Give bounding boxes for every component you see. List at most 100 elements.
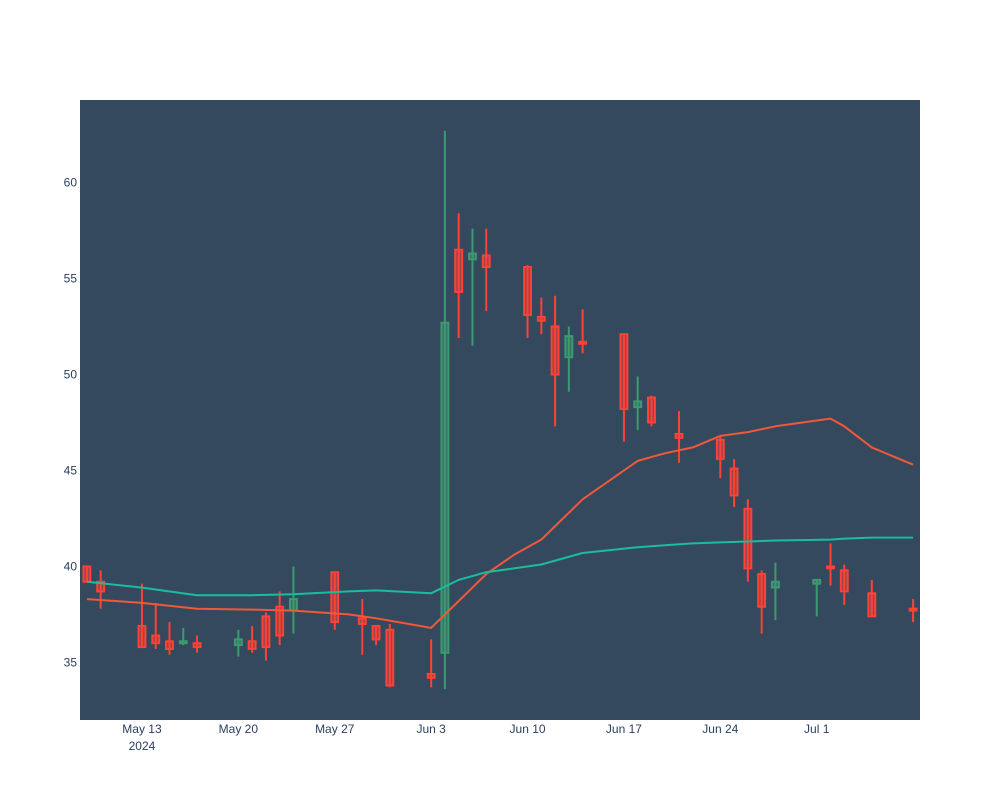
- candle: [261, 612, 271, 661]
- candle: [481, 228, 491, 312]
- candle-body: [674, 432, 684, 439]
- candle: [275, 591, 285, 646]
- candle-body: [729, 467, 739, 497]
- candle: [468, 228, 477, 346]
- x-tick-label: Jun 10: [510, 722, 546, 736]
- y-tick-label: 35: [64, 655, 78, 669]
- candles-layer: [82, 130, 918, 690]
- candle: [757, 570, 767, 634]
- candle: [247, 625, 257, 653]
- x-tick-label: May 13: [122, 722, 162, 736]
- x-tick-label: May 20: [219, 722, 259, 736]
- candle-body: [550, 325, 560, 376]
- candle: [192, 635, 202, 653]
- candle: [165, 622, 174, 655]
- moving-average-line-long: [86, 536, 914, 597]
- candle: [385, 624, 395, 688]
- candle: [564, 326, 574, 392]
- candle: [151, 602, 161, 649]
- candle: [82, 565, 92, 583]
- candle-body: [633, 400, 643, 409]
- candle: [523, 265, 532, 339]
- candle: [96, 570, 106, 609]
- candle: [454, 213, 464, 339]
- candle-body: [647, 396, 656, 424]
- candle-body: [233, 638, 243, 647]
- x-tick-label: Jun 24: [702, 722, 738, 736]
- candle-body: [812, 578, 822, 585]
- moving-average-line-short: [86, 417, 914, 629]
- candle: [715, 435, 725, 479]
- candle: [633, 376, 643, 431]
- candle: [578, 309, 588, 354]
- plot-background: [80, 100, 920, 720]
- y-tick-label: 50: [64, 367, 78, 381]
- y-axis: 35 40 45 50 55 60: [64, 176, 78, 670]
- candle-body: [770, 580, 780, 589]
- candle: [233, 629, 243, 657]
- candle-body: [82, 565, 92, 583]
- candle: [137, 583, 147, 649]
- candle: [619, 333, 629, 442]
- candle-body: [440, 321, 450, 654]
- candle-body: [468, 252, 477, 261]
- candle-body: [192, 642, 202, 649]
- candle-body: [151, 634, 161, 645]
- candle-body: [289, 598, 298, 612]
- candle-body: [757, 573, 767, 608]
- candle-body: [261, 615, 271, 649]
- x-tick-label: Jun 3: [416, 722, 446, 736]
- candle-body: [385, 628, 395, 687]
- candle-body: [137, 624, 147, 649]
- candle: [550, 295, 560, 427]
- candle-body: [867, 592, 877, 618]
- candle-body: [826, 565, 835, 570]
- candle: [812, 578, 822, 617]
- x-tick-label: May 27: [315, 722, 355, 736]
- candle: [647, 395, 656, 427]
- candle-body: [564, 335, 574, 359]
- x-axis: May 13 2024 May 20 May 27 Jun 3 Jun 10 Jun 17 J…: [122, 722, 829, 753]
- x-tick-label: Jul 1: [804, 722, 830, 736]
- candle-body: [908, 607, 918, 612]
- candle: [729, 458, 739, 507]
- candle-body: [743, 507, 753, 570]
- candle: [908, 599, 918, 623]
- candle: [440, 130, 450, 690]
- candle: [770, 562, 780, 621]
- candle: [357, 599, 367, 655]
- candle-body: [481, 254, 491, 268]
- y-tick-label: 55: [64, 272, 78, 286]
- candle-body: [619, 333, 629, 411]
- candle: [178, 627, 188, 646]
- candle: [826, 543, 835, 586]
- moving-average-layer: [86, 417, 914, 629]
- candle-body: [454, 248, 464, 293]
- candle-body: [357, 617, 367, 626]
- y-tick-label: 60: [64, 176, 78, 190]
- x-tick-label: Jun 17: [606, 722, 642, 736]
- candle-body: [247, 640, 257, 650]
- candle-body: [330, 571, 340, 624]
- candle: [867, 579, 877, 618]
- candle-body: [371, 624, 381, 641]
- candle: [330, 571, 340, 630]
- candle-body: [165, 640, 174, 650]
- candle: [674, 410, 684, 463]
- candle: [426, 639, 436, 688]
- candle-body: [178, 640, 188, 645]
- candle: [536, 297, 546, 335]
- candle-body: [578, 340, 588, 345]
- candle-body: [715, 438, 725, 460]
- y-tick-label: 45: [64, 463, 78, 477]
- candle: [839, 564, 849, 605]
- y-tick-label: 40: [64, 559, 78, 573]
- candle-body: [426, 672, 436, 679]
- candle-body: [536, 315, 546, 322]
- candle: [371, 624, 381, 646]
- candle-body: [839, 569, 849, 593]
- candle-body: [96, 580, 106, 593]
- x-axis-year-label: 2024: [129, 739, 156, 753]
